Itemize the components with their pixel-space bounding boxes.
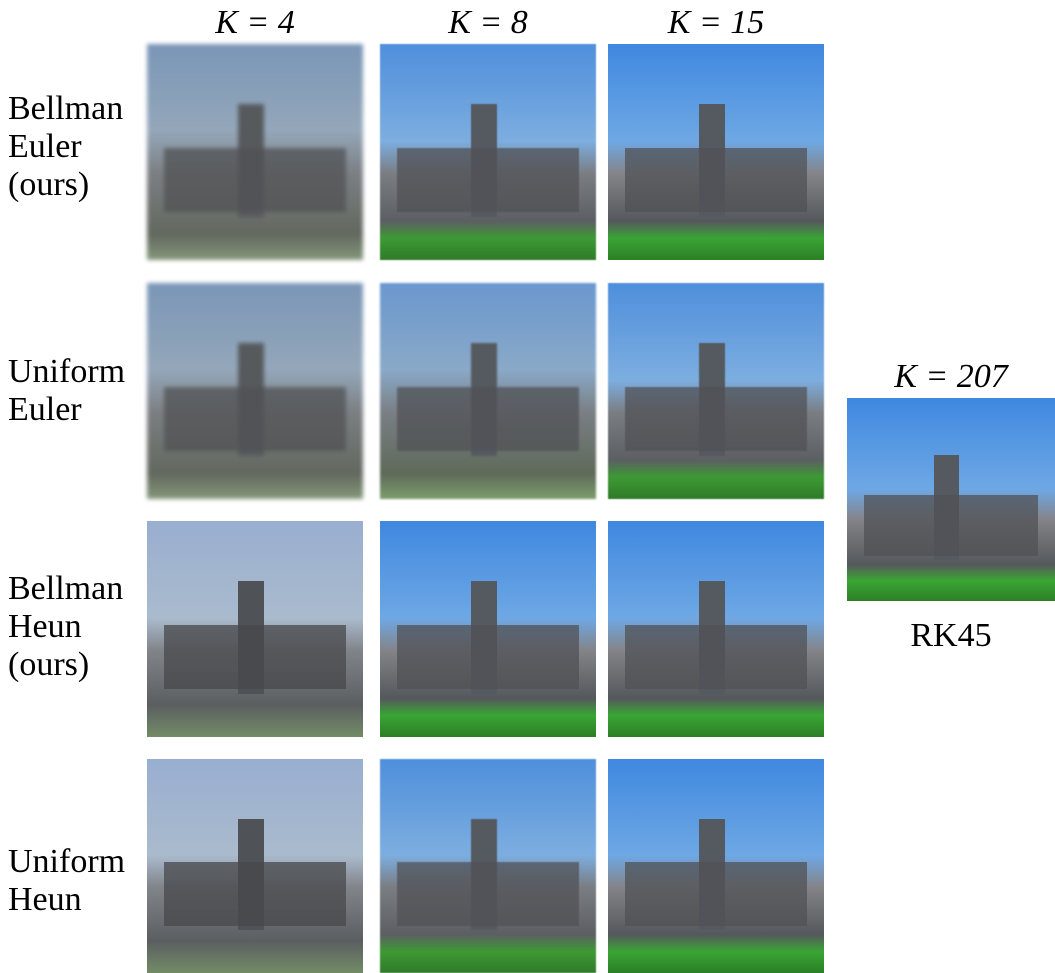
row-label-line: (ours) bbox=[8, 166, 123, 204]
sample-image bbox=[147, 283, 363, 499]
reference-label: RK45 bbox=[847, 617, 1055, 655]
sample-image bbox=[147, 759, 363, 973]
sample-image bbox=[608, 44, 824, 260]
column-header: K = 8 bbox=[380, 4, 596, 42]
sample-image bbox=[608, 759, 824, 973]
sample-image bbox=[380, 44, 596, 260]
row-label-line: Heun bbox=[8, 881, 125, 919]
sample-image bbox=[147, 44, 363, 260]
row-label-line: Heun bbox=[8, 608, 123, 646]
row-label-line: Bellman bbox=[8, 570, 123, 608]
row-label-line: (ours) bbox=[8, 646, 123, 684]
row-label-line: Uniform bbox=[8, 353, 125, 391]
row-label-line: Uniform bbox=[8, 843, 125, 881]
column-header: K = 4 bbox=[147, 4, 363, 42]
figure: K = 4 K = 8 K = 15 Bellman Euler (ours) … bbox=[0, 0, 1055, 973]
row-label: Uniform Heun bbox=[8, 843, 125, 919]
reference-image bbox=[847, 398, 1055, 601]
sample-image bbox=[608, 283, 824, 499]
reference-header: K = 207 bbox=[847, 358, 1055, 396]
row-label: Bellman Heun (ours) bbox=[8, 570, 123, 684]
row-label-line: Bellman bbox=[8, 90, 123, 128]
row-label-line: Euler bbox=[8, 128, 123, 166]
row-label: Bellman Euler (ours) bbox=[8, 90, 123, 204]
sample-image bbox=[380, 521, 596, 737]
sample-image bbox=[608, 521, 824, 737]
row-label: Uniform Euler bbox=[8, 353, 125, 429]
sample-image bbox=[380, 759, 596, 973]
row-label-line: Euler bbox=[8, 391, 125, 429]
column-header: K = 15 bbox=[608, 4, 824, 42]
sample-image bbox=[147, 521, 363, 737]
sample-image bbox=[380, 283, 596, 499]
